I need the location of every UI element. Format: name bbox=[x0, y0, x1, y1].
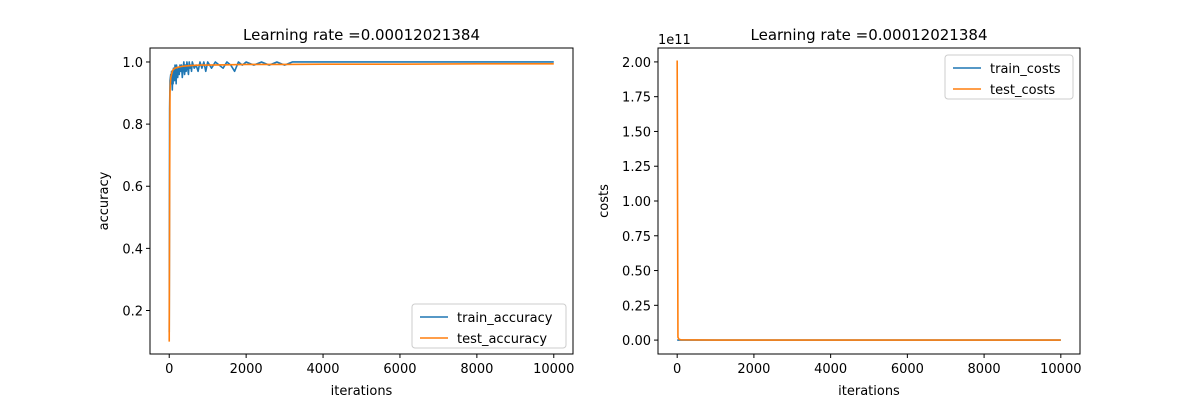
y-tick-label: 1.75 bbox=[622, 91, 651, 106]
x-tick-label: 4000 bbox=[814, 362, 847, 377]
x-axis-label: iterations bbox=[331, 384, 393, 399]
x-tick-label: 10000 bbox=[1040, 362, 1081, 377]
series-line-test_accuracy bbox=[168, 63, 554, 342]
x-tick-label: 2000 bbox=[230, 362, 263, 377]
y-tick-label: 0.00 bbox=[622, 334, 651, 349]
y-tick-label: 0.4 bbox=[122, 242, 143, 257]
y-tick-label: 1.50 bbox=[622, 125, 651, 140]
x-tick-label: 8000 bbox=[460, 362, 493, 377]
y-tick-label: 1.0 bbox=[122, 56, 143, 71]
y-axis-label: costs bbox=[597, 184, 612, 218]
y-tick-label: 0.8 bbox=[122, 118, 143, 133]
series-line-train_accuracy bbox=[168, 61, 554, 333]
y-tick-label: 0.75 bbox=[622, 230, 651, 245]
axes-frame bbox=[149, 47, 574, 355]
series-line-test_costs bbox=[676, 60, 1061, 341]
y-tick-label: 2.00 bbox=[622, 56, 651, 71]
costs-plot: Learning rate =0.00012021384 0 2000 4000 600… bbox=[597, 26, 1081, 399]
x-tick-label: 0 bbox=[673, 362, 681, 377]
y-tick-label: 1.00 bbox=[622, 195, 651, 210]
chart-title: Learning rate =0.00012021384 bbox=[243, 26, 480, 44]
legend-box bbox=[944, 54, 1074, 100]
x-tick-label: 8000 bbox=[968, 362, 1001, 377]
legend-label-test_costs: test_costs bbox=[990, 83, 1055, 98]
x-tick-label: 6000 bbox=[891, 362, 924, 377]
series-group bbox=[168, 61, 554, 342]
legend-box bbox=[411, 303, 567, 349]
x-tick-label: 10000 bbox=[533, 362, 574, 377]
x-tick-label: 6000 bbox=[383, 362, 416, 377]
y-tick-label: 0.6 bbox=[122, 180, 143, 195]
chart-title: Learning rate =0.00012021384 bbox=[751, 26, 988, 44]
accuracy-plot: Learning rate =0.00012021384 0 2000 4000 600… bbox=[97, 26, 574, 399]
y-tick-label: 0.25 bbox=[622, 299, 651, 314]
y-tick-label: 0.2 bbox=[122, 305, 143, 320]
x-tick-label: 4000 bbox=[306, 362, 339, 377]
legend-label-train_costs: train_costs bbox=[990, 62, 1061, 77]
x-tick-label: 2000 bbox=[737, 362, 770, 377]
x-tick-label: 0 bbox=[165, 362, 173, 377]
y-axis-label: accuracy bbox=[97, 171, 112, 230]
x-axis-label: iterations bbox=[838, 384, 900, 399]
legend-label-test_accuracy: test_accuracy bbox=[457, 332, 547, 347]
legend: train_accuracy test_accuracy bbox=[411, 303, 567, 349]
y-tick-label: 0.50 bbox=[622, 265, 651, 280]
y-tick-label: 1.25 bbox=[622, 160, 651, 175]
legend-label-train_accuracy: train_accuracy bbox=[457, 311, 553, 326]
axis-offset-text: 1e11 bbox=[658, 33, 691, 48]
legend: train_costs test_costs bbox=[944, 54, 1074, 100]
series-group bbox=[676, 60, 1061, 341]
